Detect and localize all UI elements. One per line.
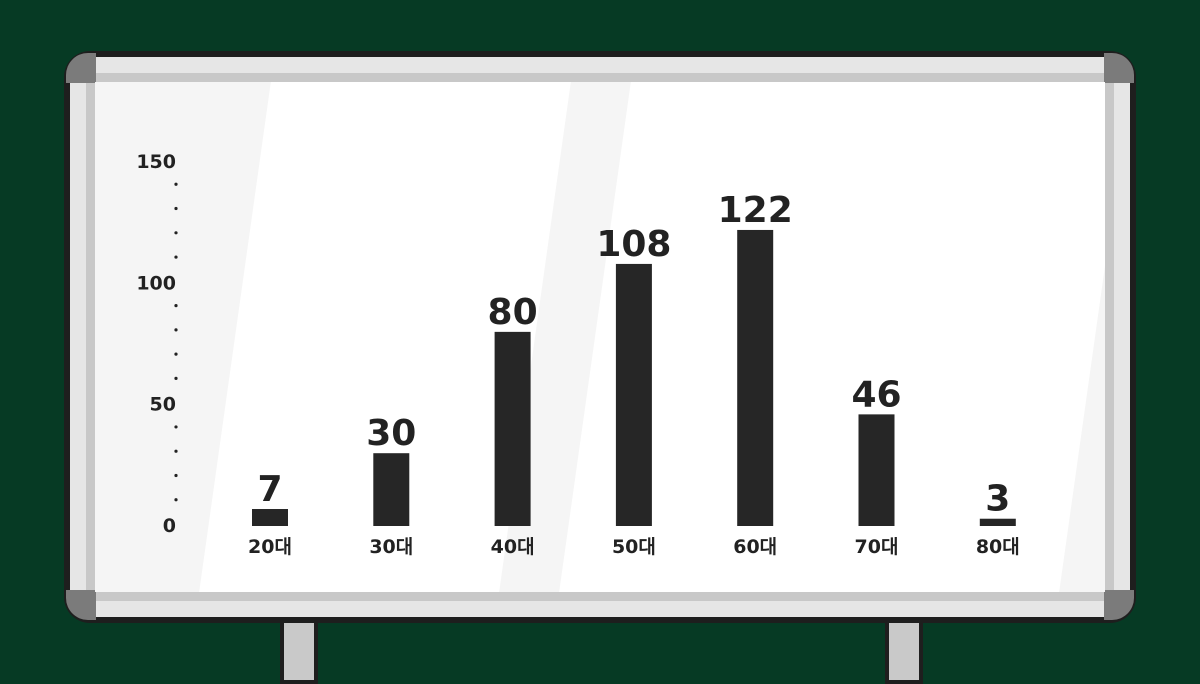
data-label: 7: [257, 469, 282, 510]
data-label: 108: [596, 224, 671, 265]
whiteboard-surface: [95, 82, 1105, 592]
axis-tick-dot: [174, 255, 178, 259]
x-tick-label: 80대: [976, 536, 1020, 558]
axis-tick-dot: [174, 425, 178, 429]
bar: [858, 414, 895, 526]
x-tick-label: 20대: [248, 536, 292, 558]
data-label: 46: [851, 374, 901, 415]
data-label: 122: [718, 190, 793, 231]
data-label: 30: [366, 413, 416, 454]
bar: [252, 509, 288, 526]
bar: [737, 229, 774, 527]
bar: [615, 263, 652, 526]
y-tick-label: 0: [163, 515, 176, 537]
y-tick-label: 100: [136, 272, 176, 294]
axis-tick-dot: [174, 449, 178, 453]
x-tick-label: 50대: [612, 536, 656, 558]
axis-tick-dot: [174, 304, 178, 308]
y-tick-label: 50: [150, 394, 176, 416]
axis-tick-dot: [174, 376, 178, 380]
x-tick-label: 30대: [369, 536, 413, 558]
bar: [373, 453, 410, 526]
x-tick-label: 60대: [733, 536, 777, 558]
x-tick-label: 40대: [491, 536, 535, 558]
axis-tick-dot: [174, 328, 178, 332]
bar: [494, 331, 531, 526]
bar: [979, 518, 1016, 526]
data-label: 3: [985, 479, 1010, 520]
axis-tick-dot: [174, 352, 178, 356]
axis-tick-dot: [174, 231, 178, 235]
data-label: 80: [488, 292, 538, 333]
y-tick-label: 150: [136, 151, 176, 173]
axis-tick-dot: [174, 182, 178, 186]
x-tick-label: 70대: [855, 536, 899, 558]
axis-tick-dot: [174, 473, 178, 478]
axis-tick-dot: [174, 498, 178, 502]
axis-tick-dot: [174, 206, 178, 211]
